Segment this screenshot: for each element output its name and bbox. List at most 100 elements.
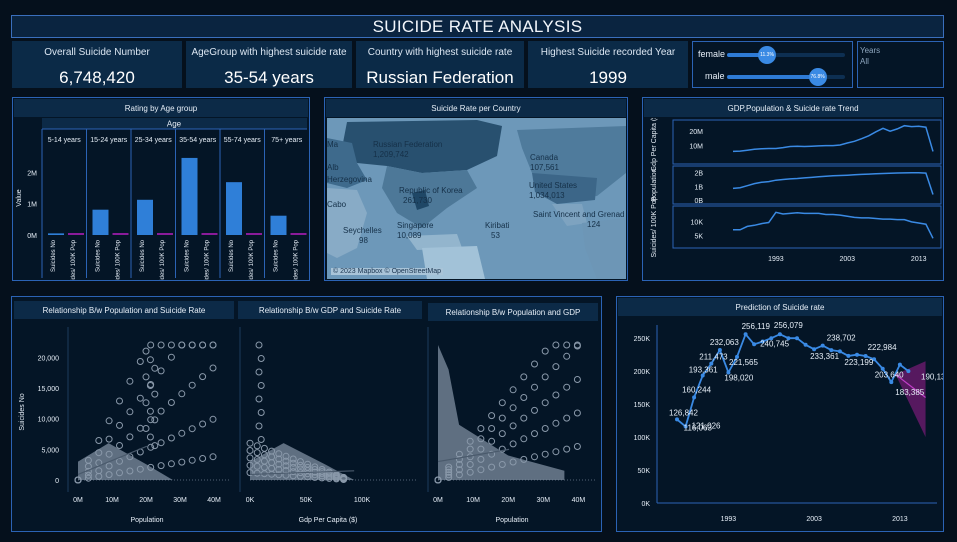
scatter-point [434, 476, 442, 484]
scatter-point [255, 422, 263, 430]
age-group-label: 15-24 years [90, 137, 127, 144]
years-filter-value[interactable]: All [860, 57, 869, 66]
pred-y-tick: 0K [641, 501, 650, 508]
age-bar-label: Suicides No [140, 239, 146, 272]
scatter-point [275, 460, 283, 468]
pred-point [829, 348, 834, 353]
scatter-point [246, 461, 254, 469]
age-bar-label: Suicides No [51, 239, 57, 272]
scatter-point [296, 461, 304, 469]
scatter-trend-line [249, 470, 355, 476]
scatter-point [296, 472, 304, 480]
scatter-title-1: Relationship B/w Population and Suicide … [14, 301, 234, 319]
scatter-point [466, 461, 474, 468]
europe-region [327, 138, 367, 188]
map-label-saint-vincent[interactable]: Saint Vincent and Grenad 124 [533, 210, 625, 229]
kpi-value: 1999 [589, 68, 627, 87]
scatter-y-label: Suicides No [19, 393, 26, 430]
scatter-title-2: Relationship B/w GDP and Suicide Rate [238, 301, 422, 319]
kpi-label: Overall Suicide Number [44, 47, 150, 58]
scatter-point [541, 450, 549, 458]
scatter-point [445, 473, 453, 481]
map-label-herzegovina[interactable]: Herzegovina [327, 175, 372, 184]
age-bar-rate [68, 233, 84, 235]
scatter-point [520, 455, 528, 463]
scatter-point [253, 469, 261, 477]
pred-point [803, 342, 808, 347]
scatter-x-tick: 20M [139, 497, 153, 504]
scatter-point [95, 467, 103, 475]
map-label-usa[interactable]: United States 1,034,013 [529, 181, 578, 200]
map-label-alb[interactable]: Alb [327, 163, 339, 172]
scatter-point [488, 463, 496, 471]
pred-point [709, 361, 714, 366]
map-label-seychelles[interactable]: Seychelles 98 [343, 226, 382, 245]
pred-data-label: 233,361 [810, 352, 839, 361]
age-group-label: 35-54 years [179, 137, 216, 144]
map-label-kiribati[interactable]: Kiribati 53 [485, 221, 510, 240]
scatter-x-label: Population [495, 517, 528, 524]
pred-y-tick: 50K [638, 468, 651, 475]
pred-data-label: 121,026 [692, 422, 721, 431]
scatter-point [146, 407, 154, 415]
scatter-point [455, 471, 463, 479]
male-slider-track[interactable]: 76.8% [727, 68, 845, 86]
scatter-x-tick: 10M [105, 497, 119, 504]
scatter-point [268, 447, 276, 455]
scatter-point [255, 368, 263, 376]
africa-region [327, 188, 367, 258]
kpi-label: Country with highest suicide rate [367, 47, 513, 58]
scatter-point [311, 463, 319, 471]
male-value: 76.8% [810, 74, 825, 80]
age-bar-rate [246, 233, 262, 235]
map-label-canada[interactable]: Canada 107,561 [530, 153, 559, 172]
pred-data-label: 160,244 [682, 385, 711, 394]
scatter-point [509, 458, 517, 466]
female-slider-thumb[interactable]: 11.3% [758, 46, 776, 64]
map-label-russia[interactable]: Russian Federation 1,209,742 [373, 140, 443, 159]
scatter-cluster [438, 345, 565, 480]
scatter-point [282, 471, 290, 479]
scatter-point [178, 341, 186, 349]
age-bar-label: Suicides No [185, 239, 191, 272]
scatter-point [573, 443, 581, 450]
scatter-point [541, 399, 549, 407]
scatter-point [296, 458, 304, 466]
female-slider-fill [727, 53, 767, 57]
map-label-ma[interactable]: Ma [327, 140, 339, 149]
years-filter[interactable]: Years All [857, 41, 944, 88]
scatter-point [552, 419, 560, 427]
pred-data-label: 126,842 [669, 408, 698, 417]
age-bar-label: Suicides/ 100K Pop [249, 239, 255, 280]
scatter-point [466, 437, 474, 445]
scatter-point [445, 468, 453, 476]
map-label-korea[interactable]: Republic of Korea 261,730 [399, 186, 463, 205]
pred-y-tick: 250K [634, 336, 651, 343]
pred-data-label: 222,984 [868, 343, 897, 352]
age-y-tick: 0M [27, 233, 37, 240]
scatter-point [126, 408, 134, 416]
scatter-x-tick: 10M [466, 497, 480, 504]
female-slider-track[interactable]: 11.3% [727, 46, 845, 64]
scatter-point [142, 425, 150, 432]
scatter-point [84, 474, 92, 482]
map-title: Suicide Rate per Country [326, 99, 626, 117]
scatter-point [260, 444, 268, 452]
world-map[interactable]: Russian Federation 1,209,742 Canada 107,56… [327, 118, 626, 279]
map-label-singapore[interactable]: Singapore 10,089 [397, 221, 434, 240]
female-label: female [698, 49, 726, 59]
kpi-age-group: AgeGroup with highest suicide rate 35-54… [186, 41, 352, 88]
scatter-point [275, 471, 283, 479]
scatter-point [573, 341, 581, 349]
scatter-point [488, 450, 496, 458]
scatter-point [116, 397, 123, 405]
map-label-cabo[interactable]: Cabo [327, 200, 347, 209]
trend-y-tick: 2B [694, 171, 703, 178]
scatter-point [151, 390, 159, 398]
scatter-point [105, 435, 113, 443]
scatter-point [445, 471, 453, 479]
scatter-point [209, 341, 217, 349]
scatter-point [488, 425, 496, 432]
male-slider-thumb[interactable]: 76.8% [808, 68, 827, 86]
scatter-point [253, 442, 261, 450]
